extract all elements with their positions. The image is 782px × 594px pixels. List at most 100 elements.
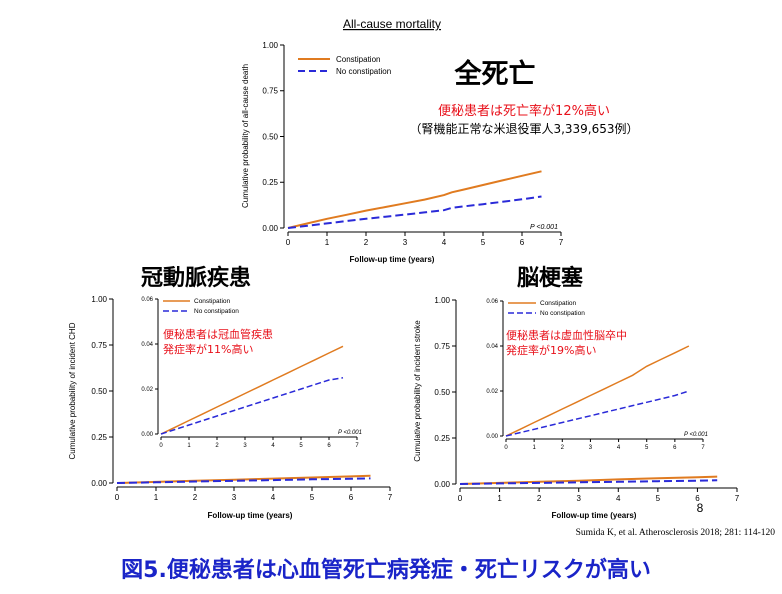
series-constipation-line [505, 345, 690, 437]
citation: Sumida K, et al. Atherosclerosis 2018; 2… [576, 528, 776, 538]
y-tick-label: 1.00 [434, 296, 450, 305]
top-chart-legend: Constipation No constipation [298, 55, 391, 76]
legend-label-constipation: Constipation [540, 300, 577, 307]
top-chart-xlabel: Follow-up time (years) [350, 255, 435, 264]
chd-chart-ylabel: Cumulative probability of incident CHD [68, 322, 77, 459]
x-tick-label: 0 [458, 494, 463, 503]
stroke-inset-legend: Constipation No constipation [508, 300, 585, 317]
y-tick-label: 0.06 [486, 299, 498, 305]
chd-note-line1: 便秘患者は冠血管疾患 [163, 327, 273, 341]
chd-inset-chart: 0 1 2 3 4 5 6 7 0.00 0.02 0.04 0.06 [141, 297, 359, 449]
series-no-constipation-line [160, 377, 344, 435]
x-tick-label: 1 [497, 494, 502, 503]
x-tick-label: 0 [504, 445, 508, 451]
x-tick-label: 6 [520, 238, 525, 247]
stroke-chart: 脳梗塞 0 1 2 3 4 5 6 7 0.00 0.25 0.50 0.75 1.00 Follow-… [413, 265, 740, 520]
top-chart-axes: 0 1 2 3 4 5 6 7 0.00 0.25 0.50 0.75 1.00 [262, 41, 563, 247]
series-no-constipation-line [459, 479, 718, 485]
y-tick-label: 0.25 [91, 433, 107, 442]
y-tick-label: 0.00 [262, 224, 278, 233]
x-tick-label: 6 [673, 445, 677, 451]
y-tick-label: 1.00 [262, 41, 278, 50]
y-tick-label: 0.04 [141, 342, 153, 348]
series-constipation-line [459, 475, 718, 485]
x-tick-label: 1 [187, 443, 191, 449]
y-tick-label: 0.75 [91, 341, 107, 350]
x-tick-label: 0 [286, 238, 291, 247]
y-tick-label: 0.50 [91, 387, 107, 396]
y-tick-label: 0.02 [486, 389, 498, 395]
y-tick-label: 0.75 [434, 342, 450, 351]
x-tick-label: 6 [349, 493, 354, 502]
x-tick-label: 0 [159, 443, 163, 449]
x-tick-label: 4 [617, 445, 621, 451]
footer-caption: 図5.便秘患者は心血管死亡病発症・死亡リスクが高い [121, 557, 651, 583]
x-tick-label: 2 [193, 493, 198, 502]
x-tick-label: 4 [616, 494, 621, 503]
x-tick-label: 5 [645, 445, 649, 451]
x-tick-label: 7 [559, 238, 564, 247]
x-tick-label: 1 [154, 493, 159, 502]
x-tick-label: 3 [576, 494, 581, 503]
x-tick-label: 2 [215, 443, 219, 449]
top-note-black: （腎機能正常な米退役軍人3,339,653例） [409, 121, 638, 136]
stroke-inset-p-value: P <0.001 [684, 432, 708, 438]
x-tick-label: 5 [310, 493, 315, 502]
y-tick-label: 0.06 [141, 297, 153, 303]
y-tick-label: 0.75 [262, 87, 278, 96]
chd-chart: 冠動脈疾患 0 1 2 3 4 5 6 7 0.00 0.25 0.50 0.75 1.00 Follo… [68, 265, 393, 520]
series-no-constipation-line [116, 477, 371, 484]
x-tick-label: 6 [327, 443, 331, 449]
series-constipation-line [287, 170, 542, 229]
x-tick-label: 3 [403, 238, 408, 247]
series-constipation-line [116, 474, 371, 484]
x-tick-label: 4 [271, 493, 276, 502]
x-tick-label: 1 [532, 445, 536, 451]
stroke-note-line2: 発症率が19%高い [506, 343, 596, 357]
y-tick-label: 0.04 [486, 344, 498, 350]
y-tick-label: 0.25 [262, 178, 278, 187]
y-tick-label: 0.50 [262, 132, 278, 141]
top-chart-title: All-cause mortality [343, 17, 441, 31]
x-tick-label: 3 [589, 445, 593, 451]
series-no-constipation-line [287, 195, 542, 229]
stroke-chart-ylabel: Cumulative probability of incident strok… [413, 320, 422, 462]
stroke-inset-chart: 0 1 2 3 4 5 6 7 0.00 0.02 0.04 0.06 [486, 299, 705, 451]
top-chart-ylabel: Cumulative probability of all-cause deat… [241, 64, 250, 208]
x-tick-label: 2 [364, 238, 369, 247]
top-chart-p-value: P <0.001 [530, 224, 558, 231]
legend-label-constipation: Constipation [336, 55, 380, 64]
x-tick-label: 5 [299, 443, 303, 449]
y-tick-label: 0.50 [434, 388, 450, 397]
page-number: 8 [697, 501, 704, 515]
x-tick-label: 4 [442, 238, 447, 247]
x-tick-label: 1 [325, 238, 330, 247]
y-tick-label: 0.02 [141, 387, 153, 393]
x-tick-label: 4 [271, 443, 275, 449]
top-chart: All-cause mortality 0 1 2 3 4 5 6 7 0.00 0.25 0.50… [241, 17, 639, 264]
y-tick-label: 1.00 [91, 295, 107, 304]
chd-chart-xlabel: Follow-up time (years) [208, 511, 293, 520]
x-tick-label: 3 [243, 443, 247, 449]
x-tick-label: 7 [355, 443, 359, 449]
legend-label-constipation: Constipation [194, 298, 231, 305]
y-tick-label: 0.00 [91, 479, 107, 488]
y-tick-label: 0.25 [434, 434, 450, 443]
chd-note-line2: 発症率が11%高い [163, 342, 253, 356]
stroke-chart-xlabel: Follow-up time (years) [552, 511, 637, 520]
y-tick-label: 0.00 [141, 432, 153, 438]
x-tick-label: 7 [735, 494, 740, 503]
stroke-heading: 脳梗塞 [517, 265, 584, 291]
chd-chart-axes: 0 1 2 3 4 5 6 7 0.00 0.25 0.50 0.75 1.00 [91, 295, 392, 502]
top-note-red: 便秘患者は死亡率が12%高い [438, 103, 610, 119]
x-tick-label: 6 [695, 494, 700, 503]
x-tick-label: 7 [701, 445, 705, 451]
series-constipation-line [160, 345, 344, 435]
chd-heading: 冠動脈疾患 [141, 265, 251, 291]
x-tick-label: 5 [656, 494, 661, 503]
chd-inset-p-value: P <0.001 [338, 430, 362, 436]
y-tick-label: 0.00 [434, 480, 450, 489]
x-tick-label: 3 [232, 493, 237, 502]
x-tick-label: 2 [537, 494, 542, 503]
